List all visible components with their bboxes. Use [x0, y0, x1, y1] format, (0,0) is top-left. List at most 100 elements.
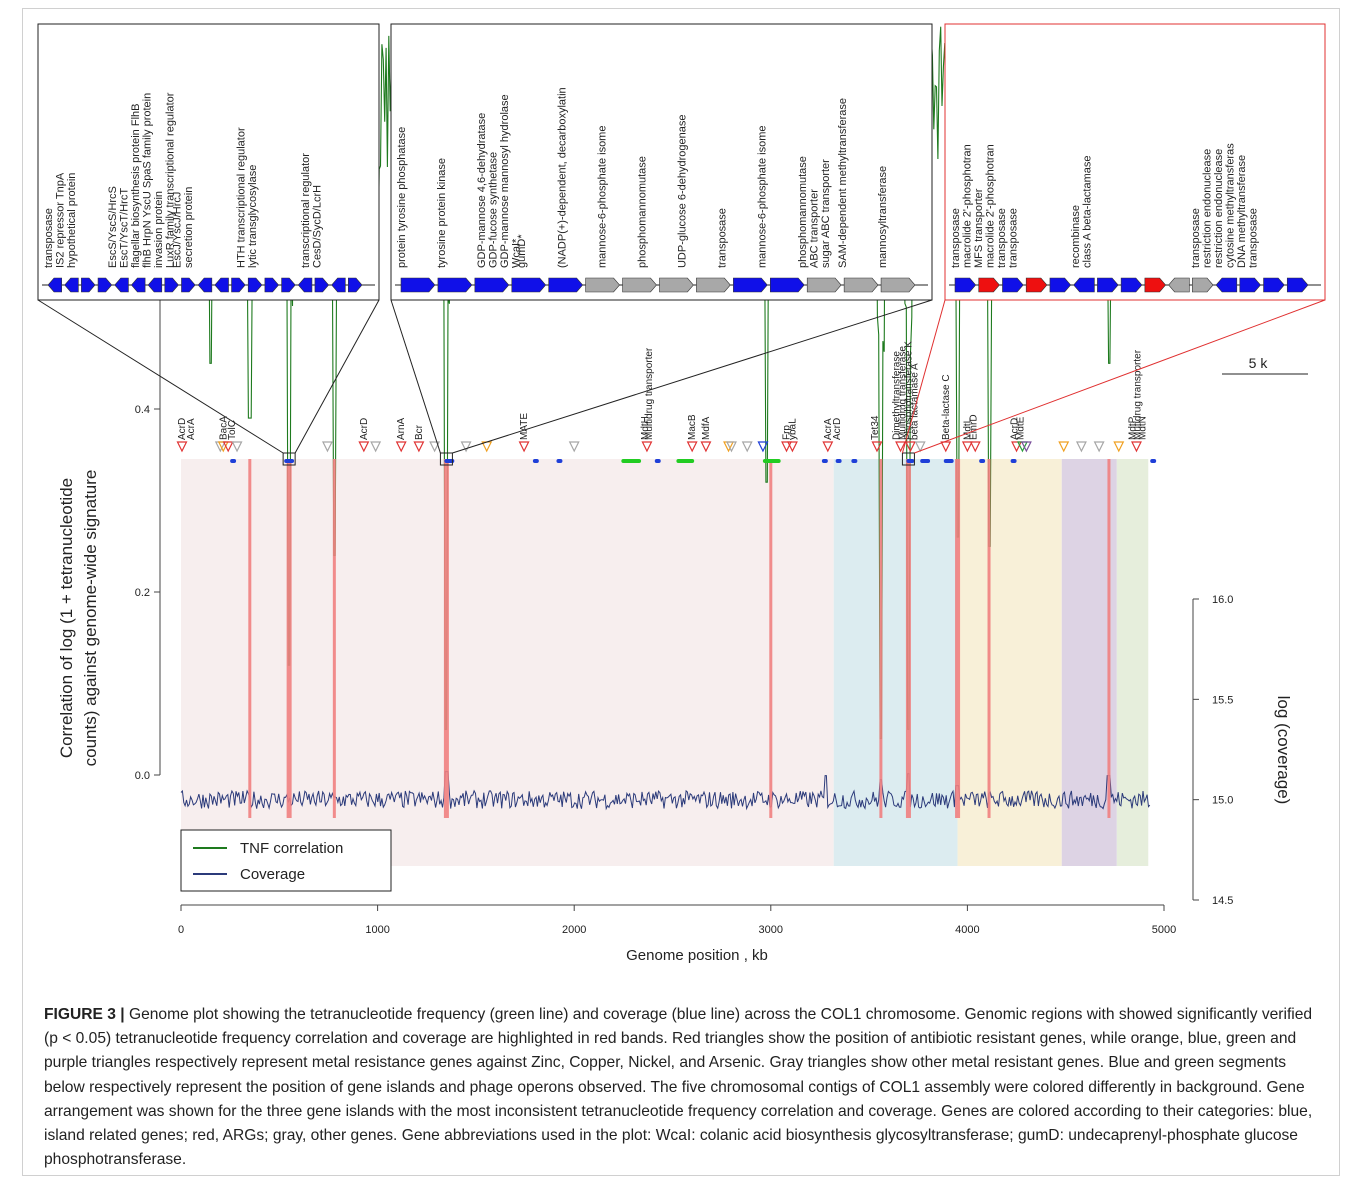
island-detail-panel — [37, 23, 380, 301]
gene-arrow — [231, 277, 246, 293]
island-gene-label: restriction endonuclease — [1213, 149, 1225, 268]
gene-name-label: TolC — [227, 420, 238, 440]
significant-region-band — [286, 459, 292, 818]
significant-region-band — [955, 459, 961, 818]
gene-arrow — [47, 277, 62, 293]
gene-arrow — [659, 277, 694, 293]
legend-label: TNF correlation — [240, 840, 343, 857]
island-detail-panel — [944, 23, 1326, 301]
y-tick-label-right: 14.5 — [1212, 895, 1233, 907]
gene-arrow — [1168, 277, 1190, 293]
resistance-gene-triangle — [321, 441, 333, 453]
significant-region-band — [443, 459, 449, 818]
island-gene-label: IS2 repressor TnpA — [55, 172, 67, 268]
significant-region-band — [769, 459, 773, 818]
zoom-connector-left — [390, 299, 441, 454]
gene-arrow — [548, 277, 584, 293]
x-axis-label: Genome position , kb — [626, 947, 768, 964]
island-gene-label: UDP-glucose 6-dehydrogenase — [677, 115, 689, 268]
gene-arrow — [474, 277, 510, 293]
resistance-gene-triangle — [895, 441, 907, 453]
gene-name-label: Frp — [782, 425, 793, 440]
gene-arrow — [164, 277, 179, 293]
gene-arrow — [331, 277, 346, 293]
island-detail-panel — [390, 23, 933, 301]
y-tick-label-left: 0.2 — [135, 587, 150, 599]
resistance-gene-triangle — [757, 441, 769, 453]
gene-arrow — [1144, 277, 1166, 293]
gene-arrow — [281, 277, 296, 293]
resistance-gene-triangle — [871, 441, 883, 453]
resistance-gene-triangle — [686, 441, 698, 453]
island-gene-label: EscJ/YscJ/HrcJ — [171, 192, 183, 268]
gene-name-label: Dimethyltransferase — [892, 351, 903, 440]
island-gene-label: MFS transporter — [973, 188, 985, 268]
island-gene-label: phosphomannomutase — [636, 156, 648, 268]
figure-caption: FIGURE 3 | Genome plot showing the tetra… — [44, 1003, 1324, 1172]
resistance-gene-triangle — [1058, 441, 1070, 453]
island-gene-label: transposase — [717, 208, 729, 268]
gene-arrow — [880, 277, 916, 293]
resistance-gene-triangle — [568, 441, 580, 453]
resistance-gene-triangle — [781, 441, 792, 453]
x-tick-label: 5000 — [1152, 924, 1176, 936]
gene-name-label: MdtN — [1137, 416, 1148, 440]
gene-arrow — [733, 277, 768, 293]
gene-arrow — [197, 277, 213, 293]
island-gene-label: sugar ABC transporter — [820, 159, 832, 268]
zoom-indicator-box — [439, 452, 453, 466]
island-gene-label: transposase — [1190, 208, 1202, 268]
gene-arrow — [622, 277, 657, 293]
island-gene-label: CesD/SycD/LcrH — [311, 185, 323, 268]
gene-arrow — [1215, 277, 1238, 293]
zoom-connector-left — [37, 299, 284, 454]
significant-region-band — [1107, 459, 1111, 818]
gene-arrow — [400, 277, 436, 293]
zoom-connector-left — [901, 299, 946, 454]
gene-arrow — [1120, 277, 1143, 293]
scale-bar-label: 5 k — [1249, 355, 1269, 371]
resistance-gene-triangle — [940, 441, 952, 453]
x-tick-label: 4000 — [955, 924, 979, 936]
gene-name-label: ybaL — [787, 418, 798, 440]
gene-name-label: beta lactamase A — [909, 363, 920, 440]
x-tick-label: 3000 — [759, 924, 783, 936]
gene-arrow — [81, 277, 96, 293]
island-gene-label: macrolide 2'-phosphotran — [962, 144, 974, 268]
resistance-gene-triangle — [741, 441, 753, 453]
island-gene-label: phosphomannomutase — [797, 156, 809, 268]
gene-name-label: MdtE — [1015, 416, 1026, 440]
significant-region-band — [879, 459, 883, 818]
island-gene-label: flhB HrpN YscU SpaS family protein — [142, 93, 154, 268]
significant-region-band — [905, 459, 911, 818]
island-gene-label: EscS/YscS/HrcS — [107, 186, 119, 268]
resistance-gene-triangle — [1113, 441, 1125, 453]
gene-name-label: MdtL — [962, 417, 973, 440]
gene-name-label: MdtP — [1128, 416, 1139, 440]
island-gene-label: mannose-6-phosphate isome — [757, 126, 769, 268]
gene-arrow — [696, 277, 731, 293]
y-tick-label-left: 0.4 — [135, 404, 150, 416]
resistance-gene-triangle — [429, 441, 441, 453]
gene-arrow — [1097, 277, 1119, 293]
island-gene-label: mannosyltransferase — [877, 166, 889, 268]
gene-arrow — [806, 277, 842, 293]
gene-arrow — [114, 277, 129, 293]
caption-label: FIGURE 3 | — [44, 1006, 125, 1023]
resistance-gene-triangle — [358, 441, 370, 453]
island-gene-label: EscT/YscT/HrcT — [119, 188, 131, 268]
x-tick-label: 1000 — [365, 924, 389, 936]
resistance-gene-triangle — [370, 441, 382, 453]
legend-box — [180, 829, 392, 892]
gene-name-label: BacA — [218, 416, 229, 440]
resistance-gene-triangle — [1093, 441, 1105, 453]
y-tick-label-right: 15.0 — [1212, 795, 1233, 807]
gene-name-label: Mutidrug transporter — [1132, 349, 1143, 440]
resistance-gene-triangle — [1131, 441, 1142, 453]
island-gene-label: transposase — [1248, 208, 1260, 268]
contig-band — [181, 459, 834, 866]
island-gene-label: recombinase — [1070, 205, 1082, 268]
gene-arrow — [314, 277, 330, 293]
zoom-connector-right — [294, 299, 380, 454]
resistance-gene-triangle — [914, 441, 926, 453]
